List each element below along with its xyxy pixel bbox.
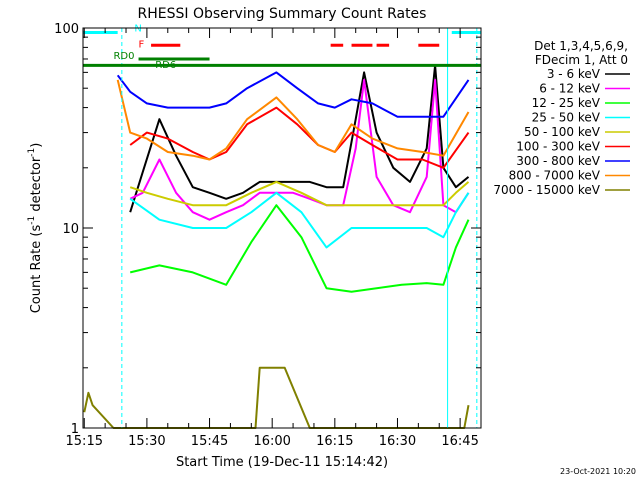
legend-label-7000-15000-kev: 7000 - 15000 keV xyxy=(493,183,600,197)
x-tick-label-16-00: 16:00 xyxy=(253,434,290,449)
x-axis-ticks: 15:15 15:30 15:45 16:00 16:15 16:30 16:45 xyxy=(66,28,482,449)
y-tick-label-100: 100 xyxy=(54,22,79,37)
annotation-rd0: RD0 xyxy=(113,51,134,62)
y-axis-label-exponent: -1 xyxy=(27,216,37,225)
legend-label-300-800-kev: 300 - 800 keV xyxy=(516,154,600,168)
legend-label-100-300-kev: 100 - 300 keV xyxy=(516,140,600,154)
y-tick-label-10: 10 xyxy=(62,222,79,237)
x-tick-label-16-45: 16:45 xyxy=(441,434,478,449)
footer-timestamp: 23-Oct-2021 10:20 xyxy=(560,467,636,476)
y-axis-label-exponent-2: -1 xyxy=(27,148,37,157)
y-axis-label-text: Count Rate (s xyxy=(29,225,44,314)
y-tick-label-1: 1 xyxy=(71,422,79,437)
series-line-300-800-kev xyxy=(116,71,470,118)
annotation-rd6: RD6 xyxy=(155,60,176,71)
x-axis-label: Start Time (19-Dec-11 15:14:42) xyxy=(176,455,388,470)
x-tick-label-16-30: 16:30 xyxy=(379,434,416,449)
state-bars xyxy=(83,30,481,67)
legend-label-800-7000-kev: 800 - 7000 keV xyxy=(509,169,601,183)
series-line-50-100-kev xyxy=(129,180,470,207)
legend-label-3-6-kev: 3 - 6 keV xyxy=(547,67,601,81)
y-axis-ticks: 1 10 100 xyxy=(54,22,481,437)
x-tick-label-15-15: 15:15 xyxy=(66,434,103,449)
y-axis-label-close: ) xyxy=(29,143,44,148)
legend: Det 1,3,4,5,6,9, FDecim 1, Att 0 3 - 6 k… xyxy=(493,39,630,197)
series-line-25-50-kev xyxy=(129,191,470,249)
state-annotations: NF RD0 RD6 xyxy=(113,24,176,72)
chart-title: RHESSI Observing Summary Count Rates xyxy=(138,6,427,22)
legend-label-6-12-kev: 6 - 12 keV xyxy=(539,82,601,96)
series-line-100-300-kev xyxy=(129,106,470,169)
annotation-f: F xyxy=(139,39,145,50)
legend-label-50-100-kev: 50 - 100 keV xyxy=(524,125,601,139)
y-axis-label-tail: detector xyxy=(29,156,44,216)
series-line-800-7000-kev xyxy=(116,79,470,161)
legend-label-12-25-kev: 12 - 25 keV xyxy=(532,96,601,110)
annotation-n: N xyxy=(134,24,141,35)
series-line-3-6-kev xyxy=(129,64,470,213)
series-line-12-25-kev xyxy=(129,204,470,293)
legend-header-line-1: Det 1,3,4,5,6,9, xyxy=(534,39,628,53)
legend-label-25-50-kev: 25 - 50 keV xyxy=(532,111,601,125)
x-tick-label-16-15: 16:15 xyxy=(316,434,353,449)
legend-header-line-2: FDecim 1, Att 0 xyxy=(535,53,628,67)
y-axis-label: Count Rate (s-1 detector-1) xyxy=(27,143,44,314)
x-tick-label-15-30: 15:30 xyxy=(128,434,165,449)
x-tick-label-15-45: 15:45 xyxy=(191,434,228,449)
